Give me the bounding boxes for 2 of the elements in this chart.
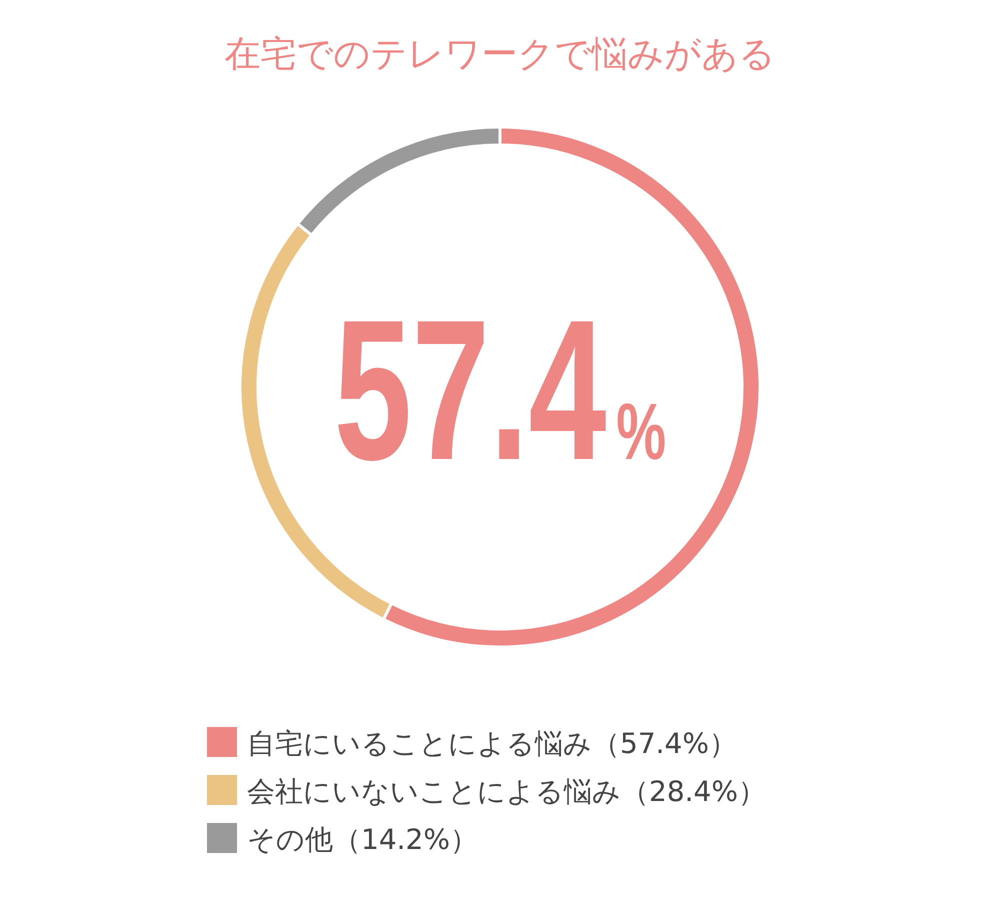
annotation: 57.4% [334,278,666,502]
title: 在宅でのテレワークで悩みがある [224,34,776,75]
